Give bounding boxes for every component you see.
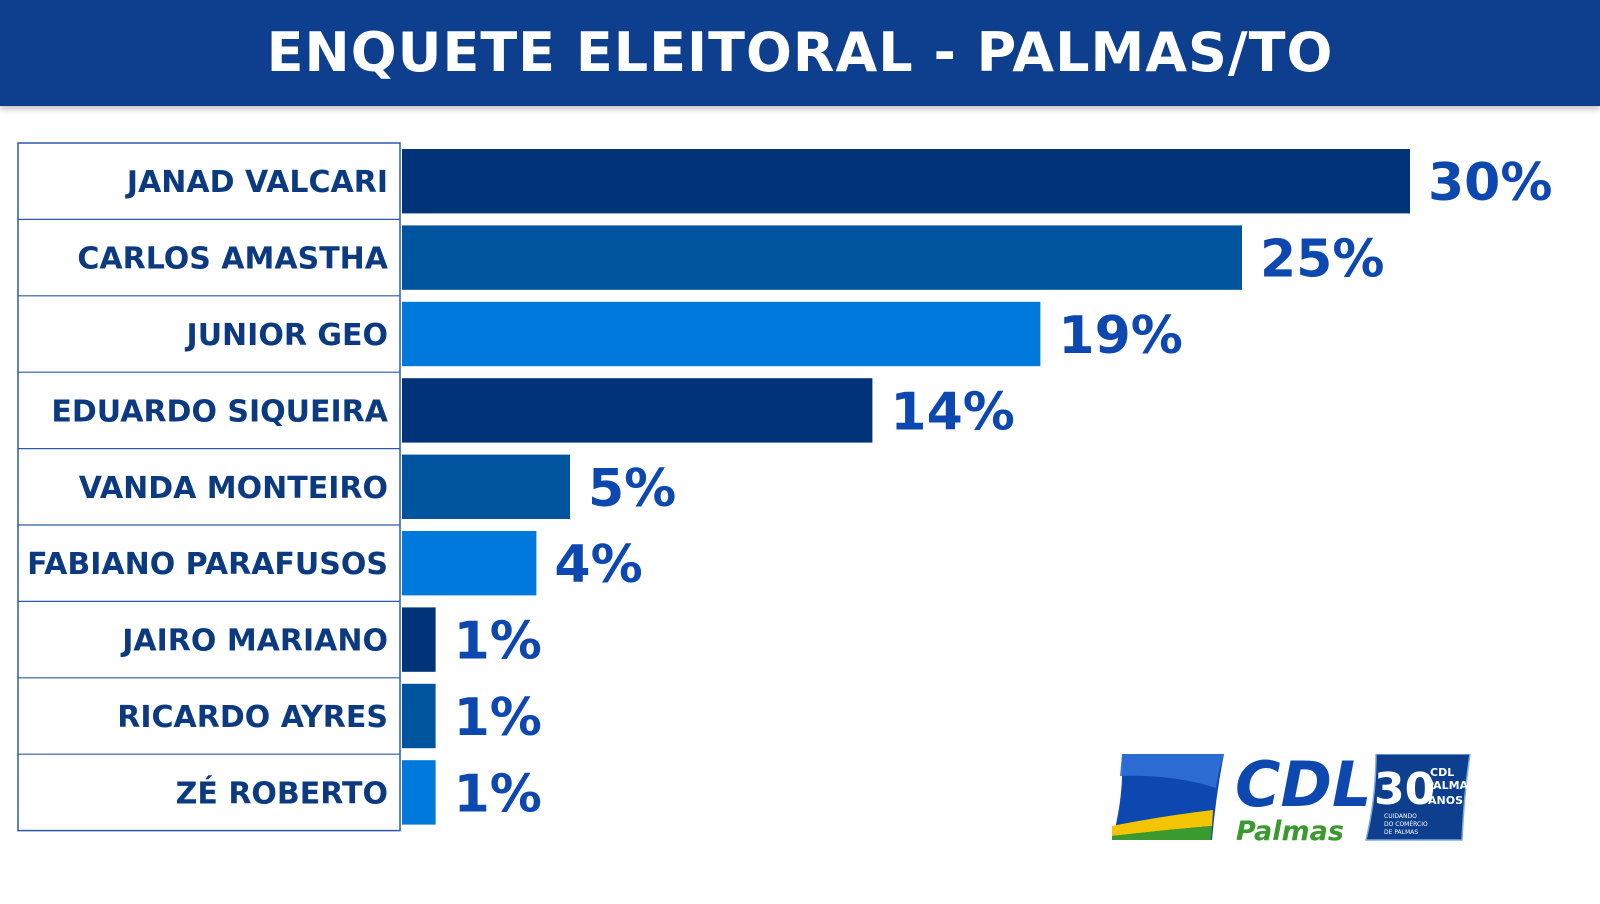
header-banner: ENQUETE ELEITORAL - PALMAS/TO [0,0,1600,106]
bar [402,531,537,596]
cdl-palmas-logo: CDL Palmas 30 CDL PALMAS ANOS CUIDANDO D… [1112,754,1476,847]
badge-tagline3: DE PALMAS [1384,829,1418,836]
badge-line2: PALMAS [1426,779,1476,792]
value-label: 5% [588,459,676,519]
category-label: JAIRO MARIANO [120,624,388,659]
badge-tagline2: DO COMÉRCIO [1384,820,1428,828]
badge-number: 30 [1374,764,1435,815]
value-label: 30% [1428,153,1552,213]
category-label: VANDA MONTEIRO [79,471,388,506]
value-label: 1% [454,688,542,748]
value-label: 1% [454,764,542,824]
badge-line1: CDL [1430,766,1454,779]
bar [402,149,1410,214]
bar [402,378,873,443]
value-label: 19% [1058,306,1182,366]
bar [402,454,570,519]
value-label: 4% [554,535,642,595]
bar [402,683,436,749]
badge-line3: ANOS [1428,794,1463,807]
category-label: CARLOS AMASTHA [77,242,388,277]
label-table [17,142,401,832]
logo-city: Palmas [1236,816,1344,847]
bar [402,607,436,672]
value-label: 25% [1260,230,1384,290]
category-label: JUNIOR GEO [185,318,388,353]
category-label: EDUARDO SIQUEIRA [51,394,388,429]
bar [402,301,1041,367]
anniversary-badge: 30 CDL PALMAS ANOS CUIDANDO DO COMÉRCIO … [1365,754,1476,841]
category-label: FABIANO PARAFUSOS [27,547,388,582]
cdl-flag-icon [1112,754,1224,840]
value-label: 1% [454,612,542,672]
page-title: ENQUETE ELEITORAL - PALMAS/TO [266,21,1334,84]
category-label: ZÉ ROBERTO [176,775,388,811]
bar [402,225,1242,290]
category-label: JANAD VALCARI [125,165,388,200]
logo-brand: CDL [1235,754,1371,821]
badge-tagline1: CUIDANDO [1384,813,1417,820]
value-label: 14% [890,382,1014,442]
category-label: RICARDO AYRES [117,700,388,735]
bar [402,760,436,825]
